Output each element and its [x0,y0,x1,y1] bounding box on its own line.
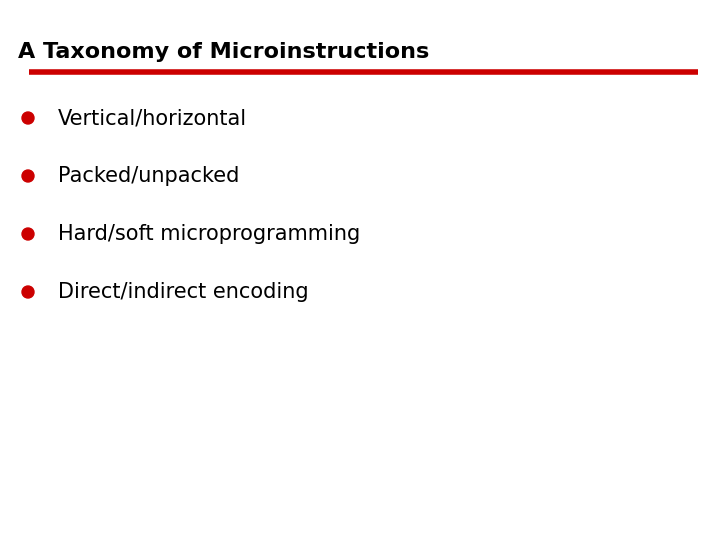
Text: Packed/unpacked: Packed/unpacked [58,166,239,186]
Text: Direct/indirect encoding: Direct/indirect encoding [58,282,309,302]
Circle shape [22,170,34,182]
Text: Vertical/horizontal: Vertical/horizontal [58,108,247,128]
Circle shape [22,228,34,240]
Text: Hard/soft microprogramming: Hard/soft microprogramming [58,224,360,244]
Text: A Taxonomy of Microinstructions: A Taxonomy of Microinstructions [18,42,429,62]
Circle shape [22,286,34,298]
Circle shape [22,112,34,124]
